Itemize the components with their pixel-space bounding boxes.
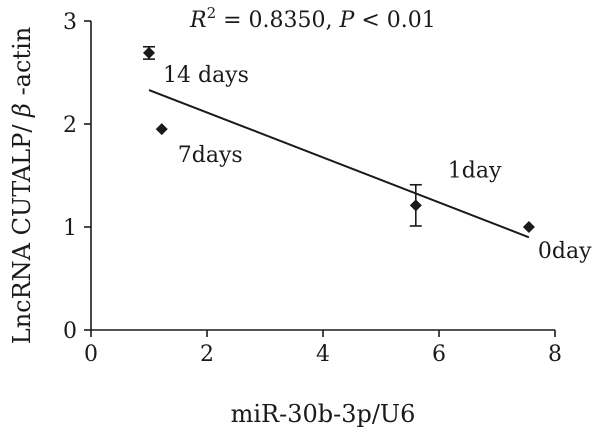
data-points bbox=[143, 46, 535, 233]
point-label: 7days bbox=[178, 143, 243, 168]
y-axis-ticks: 0 1 2 3 bbox=[63, 10, 91, 344]
x-axis-ticks: 0 2 4 6 8 bbox=[84, 330, 562, 367]
y-tick-label: 3 bbox=[63, 10, 77, 35]
x-tick-label: 8 bbox=[548, 342, 562, 367]
x-axis-label: miR-30b-3p/U6 bbox=[231, 400, 416, 428]
point-label: 0day bbox=[538, 239, 592, 264]
regression-line bbox=[148, 89, 530, 239]
point-label: 1day bbox=[448, 158, 502, 183]
r-exponent: 2 bbox=[207, 4, 217, 22]
y-tick-label: 0 bbox=[63, 319, 77, 344]
y-tick-label: 1 bbox=[63, 216, 77, 241]
x-tick-label: 6 bbox=[432, 342, 446, 367]
y-axis-label-beta: β bbox=[8, 103, 36, 118]
point-labels: 14 days 7days 1day 0day bbox=[163, 63, 592, 264]
data-point bbox=[155, 123, 168, 136]
regression-annotation: R2 = 0.8350, P < 0.01 bbox=[189, 4, 436, 33]
p-symbol: P bbox=[339, 8, 356, 33]
data-point bbox=[409, 199, 422, 212]
point-label: 14 days bbox=[163, 63, 249, 88]
x-tick-label: 2 bbox=[200, 342, 214, 367]
y-tick-label: 2 bbox=[63, 113, 77, 138]
y-axis-label: LncRNA CUTALP/ β -actin bbox=[8, 27, 36, 344]
y-axis-label-text: LncRNA CUTALP/ bbox=[8, 124, 36, 345]
r-symbol: R bbox=[189, 8, 207, 33]
x-tick-label: 4 bbox=[316, 342, 330, 367]
y-axis-label-suffix: -actin bbox=[8, 27, 36, 96]
p-value: < 0.01 bbox=[354, 8, 435, 33]
data-point bbox=[522, 221, 535, 233]
r-value: = 0.8350, bbox=[216, 8, 339, 33]
x-tick-label: 0 bbox=[84, 342, 98, 367]
data-point bbox=[143, 46, 155, 59]
